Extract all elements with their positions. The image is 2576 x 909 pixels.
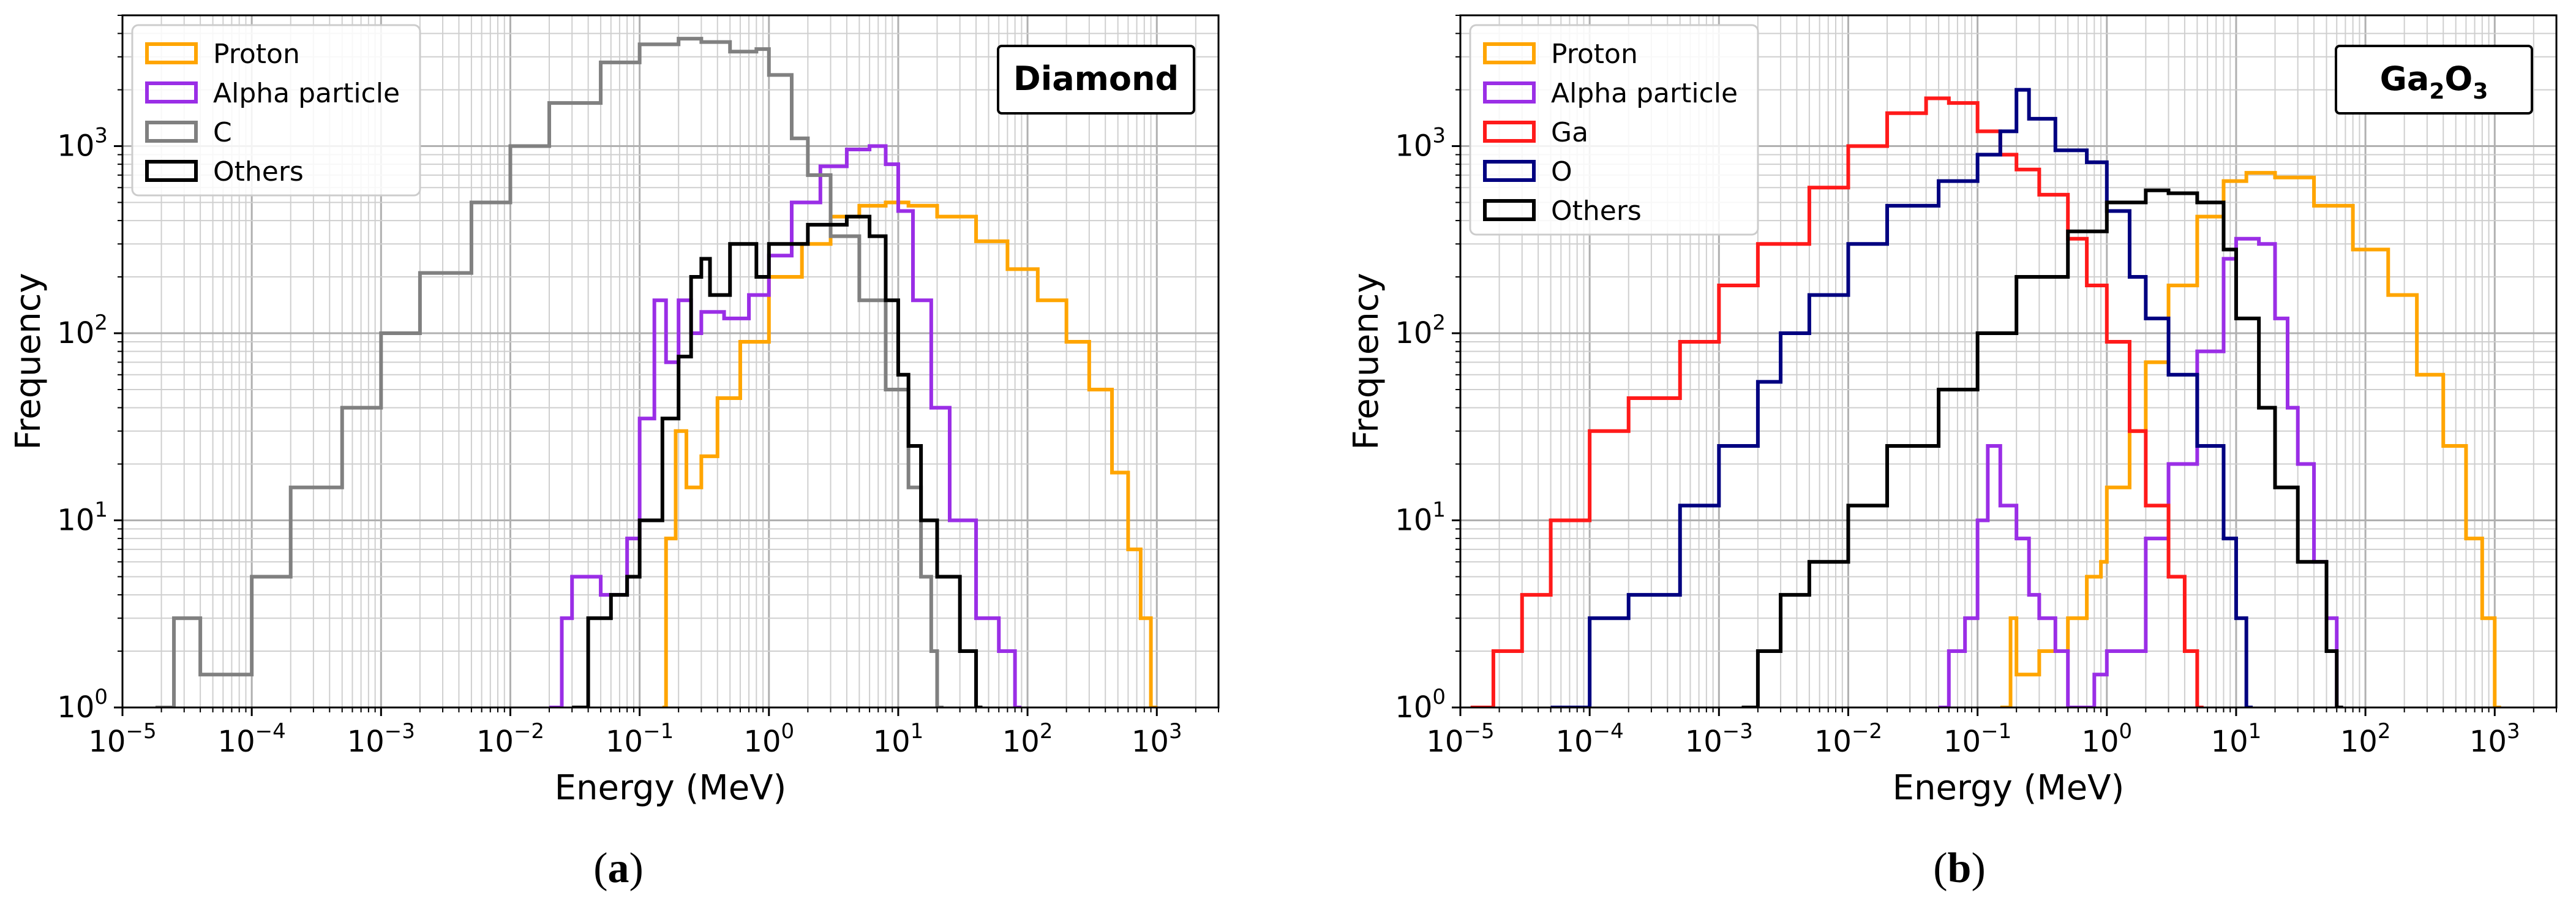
series-alpha-particle-line xyxy=(1939,236,2343,707)
y-tick-label: 100 xyxy=(57,685,108,725)
y-axis: 100 101 102 103 xyxy=(57,15,122,725)
y-axis: 100 101 102 103 xyxy=(1395,15,1460,725)
series-o-line xyxy=(1550,88,2253,707)
legend-swatch xyxy=(145,81,198,104)
series-group xyxy=(155,37,1157,707)
panel-b-ga2o3-chart: 10−5 10−4 10−3 10−2 10−1 100 101 102 10310010110… xyxy=(1346,14,2558,808)
series-group xyxy=(1470,88,2501,707)
legend-swatch xyxy=(145,121,198,143)
legend-label: Ga xyxy=(1551,117,1588,148)
panel-title: Ga2O3 xyxy=(2335,45,2533,115)
x-axis: 10−5 10−4 10−3 10−2 10−1 100 101 102 103 xyxy=(88,707,1219,759)
legend-box xyxy=(131,24,421,197)
x-tick-label: 103 xyxy=(1132,719,1182,759)
x-tick-label: 100 xyxy=(2081,719,2132,759)
title-box xyxy=(997,45,1195,115)
plot-frame xyxy=(121,14,1220,709)
legend-swatch xyxy=(1483,42,1536,64)
y-tick-label: 101 xyxy=(57,498,108,538)
series-c-line xyxy=(155,37,944,707)
legend-swatch xyxy=(1483,121,1536,143)
x-tick-label: 10−4 xyxy=(218,719,286,759)
legend-label: Proton xyxy=(213,39,300,70)
legend-label: C xyxy=(213,117,232,148)
x-tick-label: 10−2 xyxy=(476,719,544,759)
legend: Proton Alpha particle Ga O Others xyxy=(1469,24,1759,236)
panel-b-caption: (b) xyxy=(1933,845,1986,892)
x-tick-label: 100 xyxy=(743,719,794,759)
x-tick-label: 10−4 xyxy=(1556,719,1624,759)
y-tick-label: 103 xyxy=(57,124,108,164)
y-tick-label: 102 xyxy=(1395,311,1446,350)
plot-frame xyxy=(1459,14,2558,709)
title-text: Diamond xyxy=(1013,59,1179,98)
panel-title: Diamond xyxy=(997,45,1195,115)
series-others-line xyxy=(572,214,983,707)
x-axis: 10−5 10−4 10−3 10−2 10−1 100 101 102 103 xyxy=(1426,707,2557,759)
y-tick-label: 101 xyxy=(1395,498,1446,538)
legend-swatch xyxy=(145,160,198,182)
title-text: Ga2O3 xyxy=(2380,59,2488,104)
x-tick-label: 102 xyxy=(1002,719,1053,759)
x-axis-label: Energy (MeV) xyxy=(555,768,787,808)
x-tick-label: 10−3 xyxy=(1685,719,1753,759)
legend-swatch xyxy=(1483,199,1536,221)
y-tick-label: 100 xyxy=(1395,685,1446,725)
legend-label: Others xyxy=(1551,195,1642,227)
x-tick-label: 10−3 xyxy=(347,719,415,759)
x-tick-label: 101 xyxy=(2211,719,2262,759)
x-axis-label: Energy (MeV) xyxy=(1893,768,2125,808)
x-tick-label: 102 xyxy=(2340,719,2391,759)
series-proton-line xyxy=(2000,171,2501,707)
x-tick-label: 103 xyxy=(2469,719,2520,759)
legend-box xyxy=(1469,24,1759,236)
legend-label: Alpha particle xyxy=(213,78,400,109)
series-ga-line xyxy=(1470,96,2204,707)
legend: Proton Alpha particle C Others xyxy=(131,24,421,197)
y-tick-label: 103 xyxy=(1395,124,1446,164)
legend-swatch xyxy=(1483,81,1536,104)
x-tick-label: 10−5 xyxy=(88,719,156,759)
x-tick-label: 10−2 xyxy=(1814,719,1882,759)
legend-label: Others xyxy=(213,156,304,187)
panel-a-caption: (a) xyxy=(593,845,644,892)
legend-swatch xyxy=(145,42,198,64)
panel-a-diamond-chart: 10−5 10−4 10−3 10−2 10−1 100 101 102 10310010110… xyxy=(9,14,1220,808)
legend-label: O xyxy=(1551,156,1572,187)
y-tick-label: 102 xyxy=(57,311,108,350)
x-tick-label: 101 xyxy=(873,719,924,759)
y-axis-label: Frequency xyxy=(9,273,48,450)
series-others-line xyxy=(1741,188,2343,707)
legend-label: Alpha particle xyxy=(1551,78,1738,109)
x-tick-label: 10−1 xyxy=(1943,719,2011,759)
x-tick-label: 10−5 xyxy=(1426,719,1494,759)
y-axis-label: Frequency xyxy=(1346,273,1386,450)
legend-swatch xyxy=(1483,160,1536,182)
legend-label: Proton xyxy=(1551,39,1638,70)
x-tick-label: 10−1 xyxy=(606,719,674,759)
title-box xyxy=(2335,45,2533,115)
